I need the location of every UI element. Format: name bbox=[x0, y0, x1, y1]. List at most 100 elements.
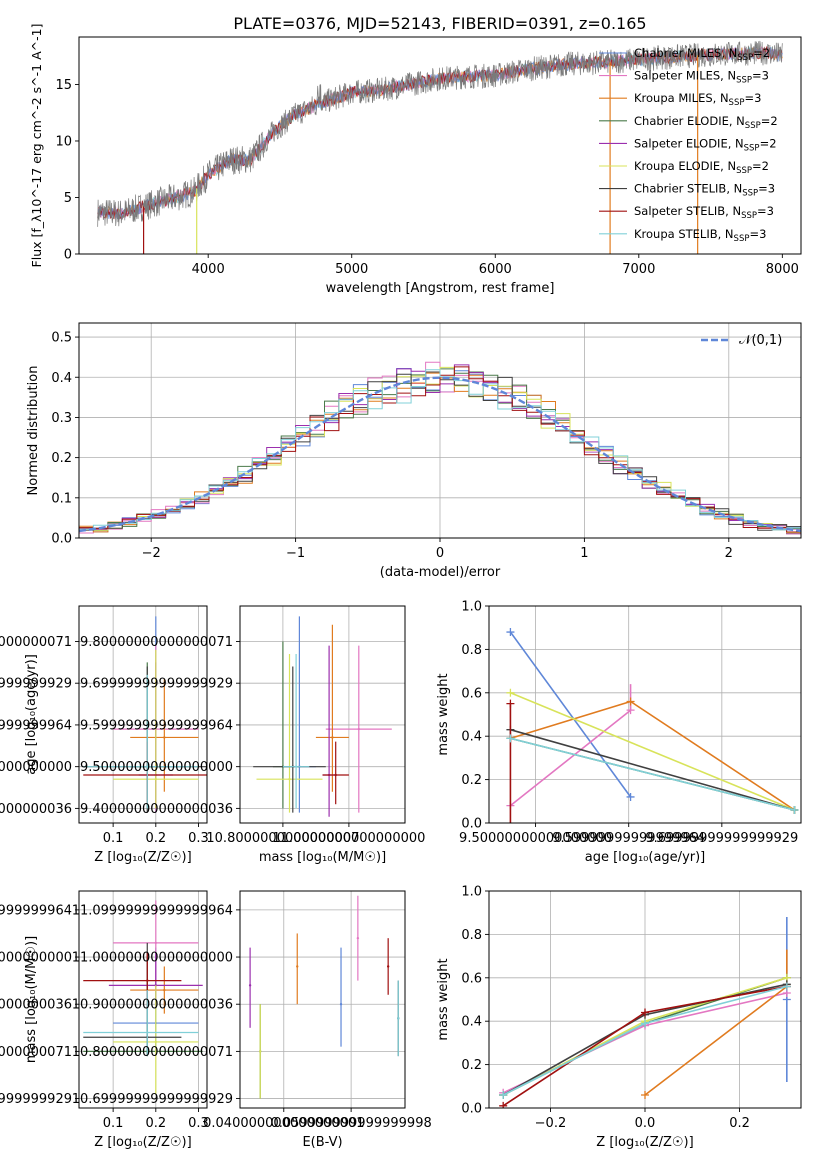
panel-spectrum: 4000 5000 6000 7000 8000 0 5 10 15 wavelength [An… bbox=[29, 24, 802, 296]
legend-label: Kroupa STELIB, NSSP=3 bbox=[634, 227, 766, 244]
tick-label-y: 10.80000000000000071 bbox=[72, 1045, 233, 1060]
data-point bbox=[334, 773, 337, 777]
plus-marker bbox=[641, 1090, 649, 1099]
tick-label-y: 11.09999999999999964 bbox=[0, 903, 72, 918]
tick-label-x: 2 bbox=[725, 546, 733, 561]
axes-frame bbox=[78, 605, 208, 824]
tick-label-x: 8000 bbox=[766, 262, 799, 277]
tick-label-y: 0.3 bbox=[51, 411, 72, 426]
x-axis-label: mass [log₁₀(M/M☉)] bbox=[259, 850, 386, 865]
tick-label-y: 10.80000000000000071 bbox=[0, 1045, 72, 1060]
tick-label-y: 9.80000000000000071 bbox=[80, 635, 233, 650]
axes-frame bbox=[488, 890, 802, 1109]
x-axis-label: E(B-V) bbox=[302, 1135, 342, 1150]
tick-label-y: 10.90000000000000036 bbox=[0, 998, 72, 1013]
legend-subscript: SSP bbox=[741, 211, 757, 221]
tick-label-y: 0.2 bbox=[461, 773, 482, 788]
tick-label-x: −2 bbox=[142, 546, 161, 561]
panel-mass-weight-vs-age: 9.500000000000000009.599999999999999649.… bbox=[436, 600, 802, 865]
tick-label-x: 10.8000000000000007 bbox=[206, 831, 359, 846]
tick-label-x: 0.0 bbox=[635, 1116, 656, 1131]
plot-area bbox=[83, 900, 203, 1094]
legend-value: =3 bbox=[757, 204, 774, 218]
plus-marker bbox=[790, 805, 799, 814]
data-point bbox=[146, 979, 149, 982]
panel-mass-vs-Z: 0.1 0.2 0.3 10.69999999999999929 10.80000000… bbox=[0, 890, 209, 1150]
data-point bbox=[146, 1031, 149, 1034]
legend-subscript: SSP bbox=[736, 166, 752, 176]
tick-label-y: 1.0 bbox=[461, 885, 482, 900]
legend-value: =3 bbox=[752, 69, 769, 83]
plot-area bbox=[248, 895, 400, 1099]
x-axis-label: wavelength [Angstrom, rest frame] bbox=[326, 281, 555, 296]
tick-label-x: 0 bbox=[436, 546, 444, 561]
tick-label-y: 0.1 bbox=[51, 491, 72, 506]
data-point bbox=[154, 941, 157, 945]
legend-subscript: SSP bbox=[745, 121, 761, 131]
figure-title: PLATE=0376, MJD=52143, FIBERID=0391, z=0… bbox=[233, 14, 646, 33]
tick-label-x: 0.2 bbox=[145, 831, 166, 846]
x-axis-label: Z [log₁₀(Z/Z☉)] bbox=[596, 1135, 693, 1150]
tick-label-y: 10.69999999999999929 bbox=[0, 1092, 72, 1107]
data-point bbox=[154, 777, 157, 781]
tick-label-x: 9.69999999999999929 bbox=[645, 831, 798, 846]
panel-residuals: −2 −1 0 1 2 0.0 0.1 0.2 0.3 0.4 0.5 (data-model)/er… bbox=[26, 322, 802, 580]
tick-label-x: 6000 bbox=[479, 262, 512, 277]
y-axis-label: Flux [f_λ10^-17 erg cm^-2 s^-1 A^-1] bbox=[29, 24, 44, 268]
plot-area bbox=[253, 616, 392, 817]
tick-label-y: 0.8 bbox=[461, 928, 482, 943]
plus-marker bbox=[641, 1008, 649, 1017]
data-point bbox=[163, 736, 166, 739]
series-line bbox=[510, 737, 795, 811]
tick-label-x: 0.2 bbox=[729, 1116, 750, 1131]
panel-mass-vs-ebv: 0.0400000000000000010.059999999999999998… bbox=[72, 890, 432, 1150]
plus-marker bbox=[499, 1101, 508, 1108]
legend-label: 𝒩(0,1) bbox=[739, 333, 782, 348]
data-point bbox=[146, 765, 149, 768]
data-point bbox=[331, 736, 334, 739]
tick-label-x: 0.059999999999999998 bbox=[270, 1116, 431, 1131]
series-line bbox=[509, 631, 632, 798]
legend-subscript: SSP bbox=[744, 143, 760, 153]
data-point bbox=[259, 1050, 262, 1053]
tick-label-x: 4000 bbox=[192, 262, 225, 277]
legend-label: Chabrier STELIB, NSSP=3 bbox=[634, 182, 775, 199]
data-point bbox=[296, 965, 299, 968]
data-point bbox=[294, 765, 298, 768]
axes-frame bbox=[239, 605, 406, 824]
tick-label-y: 0.2 bbox=[51, 451, 72, 466]
tick-label-y: 0.6 bbox=[461, 971, 482, 986]
legend-value: =2 bbox=[760, 136, 777, 150]
tick-label-y: 9.40000000000000036 bbox=[80, 802, 233, 817]
tick-label-y: 9.50000000000000000 bbox=[0, 760, 72, 775]
x-axis-label: Z [log₁₀(Z/Z☉)] bbox=[94, 850, 191, 865]
data-point bbox=[339, 1003, 343, 1006]
tick-label-y: 0.6 bbox=[461, 686, 482, 701]
tick-label-y: 0.0 bbox=[51, 532, 72, 547]
legend-value: =2 bbox=[753, 46, 770, 60]
plus-marker bbox=[506, 734, 515, 743]
data-point bbox=[356, 936, 360, 940]
tick-label-x: 0.1 bbox=[103, 1116, 124, 1131]
tick-label-x: 0.040000000000000001 bbox=[203, 1116, 364, 1131]
tick-label-y: 0.4 bbox=[51, 371, 72, 386]
x-axis-label: age [log₁₀(age/yr)] bbox=[585, 850, 706, 865]
tick-label-y: 9.80000000000000071 bbox=[0, 635, 72, 650]
data-point bbox=[288, 777, 291, 781]
legend-label: Kroupa ELODIE, NSSP=2 bbox=[634, 159, 769, 176]
y-axis-label: Normed distribution bbox=[26, 366, 41, 496]
axes-frame bbox=[78, 36, 802, 255]
plus-marker bbox=[626, 792, 635, 801]
tick-label-y: 15 bbox=[55, 78, 72, 93]
legend-value: =3 bbox=[744, 91, 761, 105]
plot-area bbox=[97, 40, 783, 254]
x-axis-label: Z [log₁₀(Z/Z☉)] bbox=[94, 1135, 191, 1150]
tick-label-y: 11.00000000000000000 bbox=[0, 951, 72, 966]
series-line bbox=[509, 709, 632, 807]
axes-frame bbox=[78, 890, 208, 1109]
legend-subscript: SSP bbox=[729, 98, 745, 108]
data-point bbox=[248, 984, 252, 987]
tick-label-y: 9.69999999999999929 bbox=[80, 677, 233, 692]
